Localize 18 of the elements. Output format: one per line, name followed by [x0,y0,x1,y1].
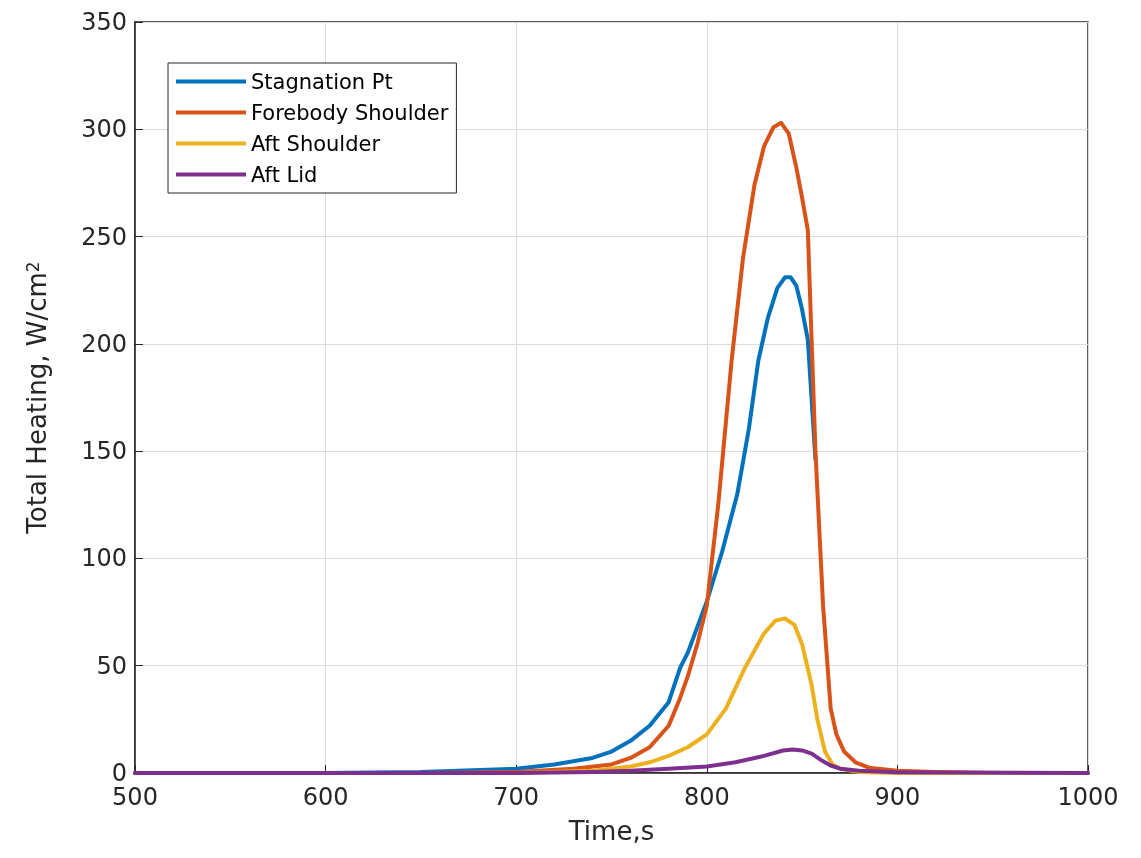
legend-label: Aft Lid [251,162,318,187]
x-tick-label: 1000 [1057,783,1119,811]
x-tick-label: 700 [493,783,540,811]
legend-label: Aft Shoulder [251,131,381,156]
y-axis-title: Total Heating, W/cm2 [22,261,52,535]
y-tick-label: 150 [81,437,127,466]
y-tick-label: 350 [81,8,127,36]
x-axis-title: Time,s [567,816,655,846]
y-tick-label: 250 [81,222,127,251]
x-tick-label: 900 [874,783,921,811]
y-tick-label: 300 [81,115,127,144]
x-tick-label: 600 [302,783,349,811]
legend-label: Forebody Shoulder [251,100,449,125]
legend-label: Stagnation Pt [251,69,393,94]
x-tick-label: 800 [683,783,730,811]
y-tick-label: 50 [96,651,127,680]
y-tick-label: 100 [81,544,127,573]
y-tick-label: 200 [81,329,127,358]
